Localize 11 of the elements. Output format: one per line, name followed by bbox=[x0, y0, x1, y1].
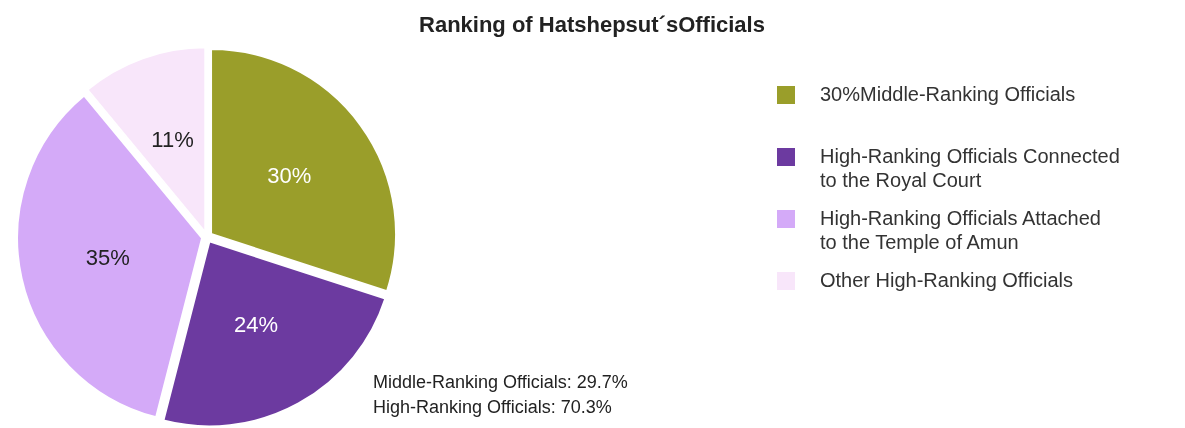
text: Middle-Ranking Officials: 29.7% bbox=[373, 372, 628, 392]
data-label: 35% bbox=[85, 245, 130, 271]
legend-label: High-Ranking Officials Connected to the Royal Court bbox=[820, 145, 1120, 192]
legend-label: Other High-Ranking Officials bbox=[820, 269, 1074, 292]
data-label: 30% bbox=[267, 163, 312, 189]
chart-title: Ranking of Hatshepsut´sOfficials bbox=[419, 12, 765, 37]
data-label: 24% bbox=[233, 311, 279, 337]
data-label: 11% bbox=[151, 127, 194, 153]
text: High-Ranking Officials: 70.3% bbox=[373, 397, 612, 417]
legend-label: High-Ranking Officials Attached to the Temple of Amun bbox=[820, 207, 1101, 254]
legend-label: 30%Middle-Ranking Officials bbox=[820, 83, 1076, 106]
